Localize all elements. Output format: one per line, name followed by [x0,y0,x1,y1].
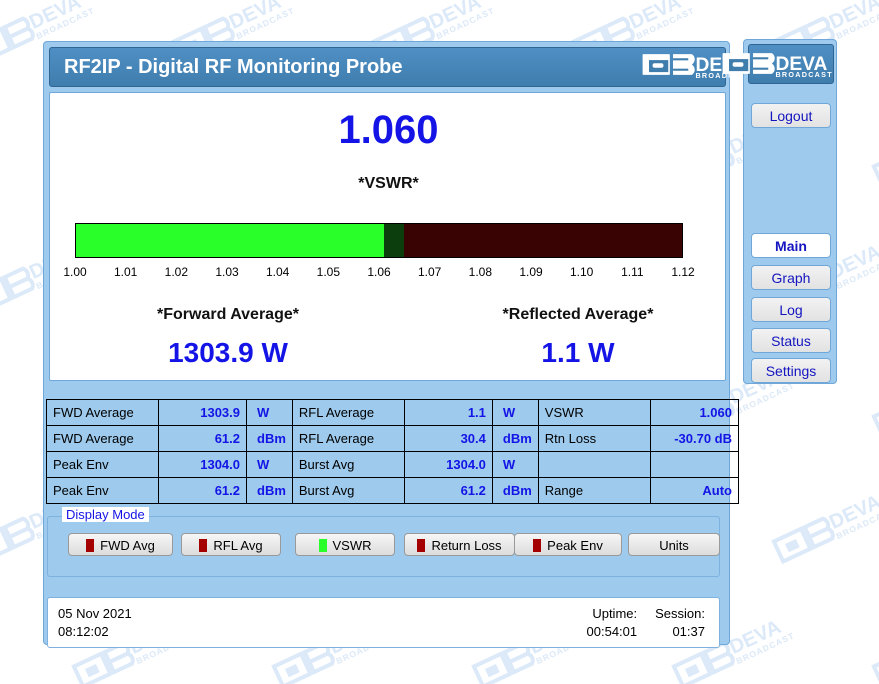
svg-text:®: ® [849,55,854,63]
svg-text:BROADCAST: BROADCAST [775,70,832,79]
